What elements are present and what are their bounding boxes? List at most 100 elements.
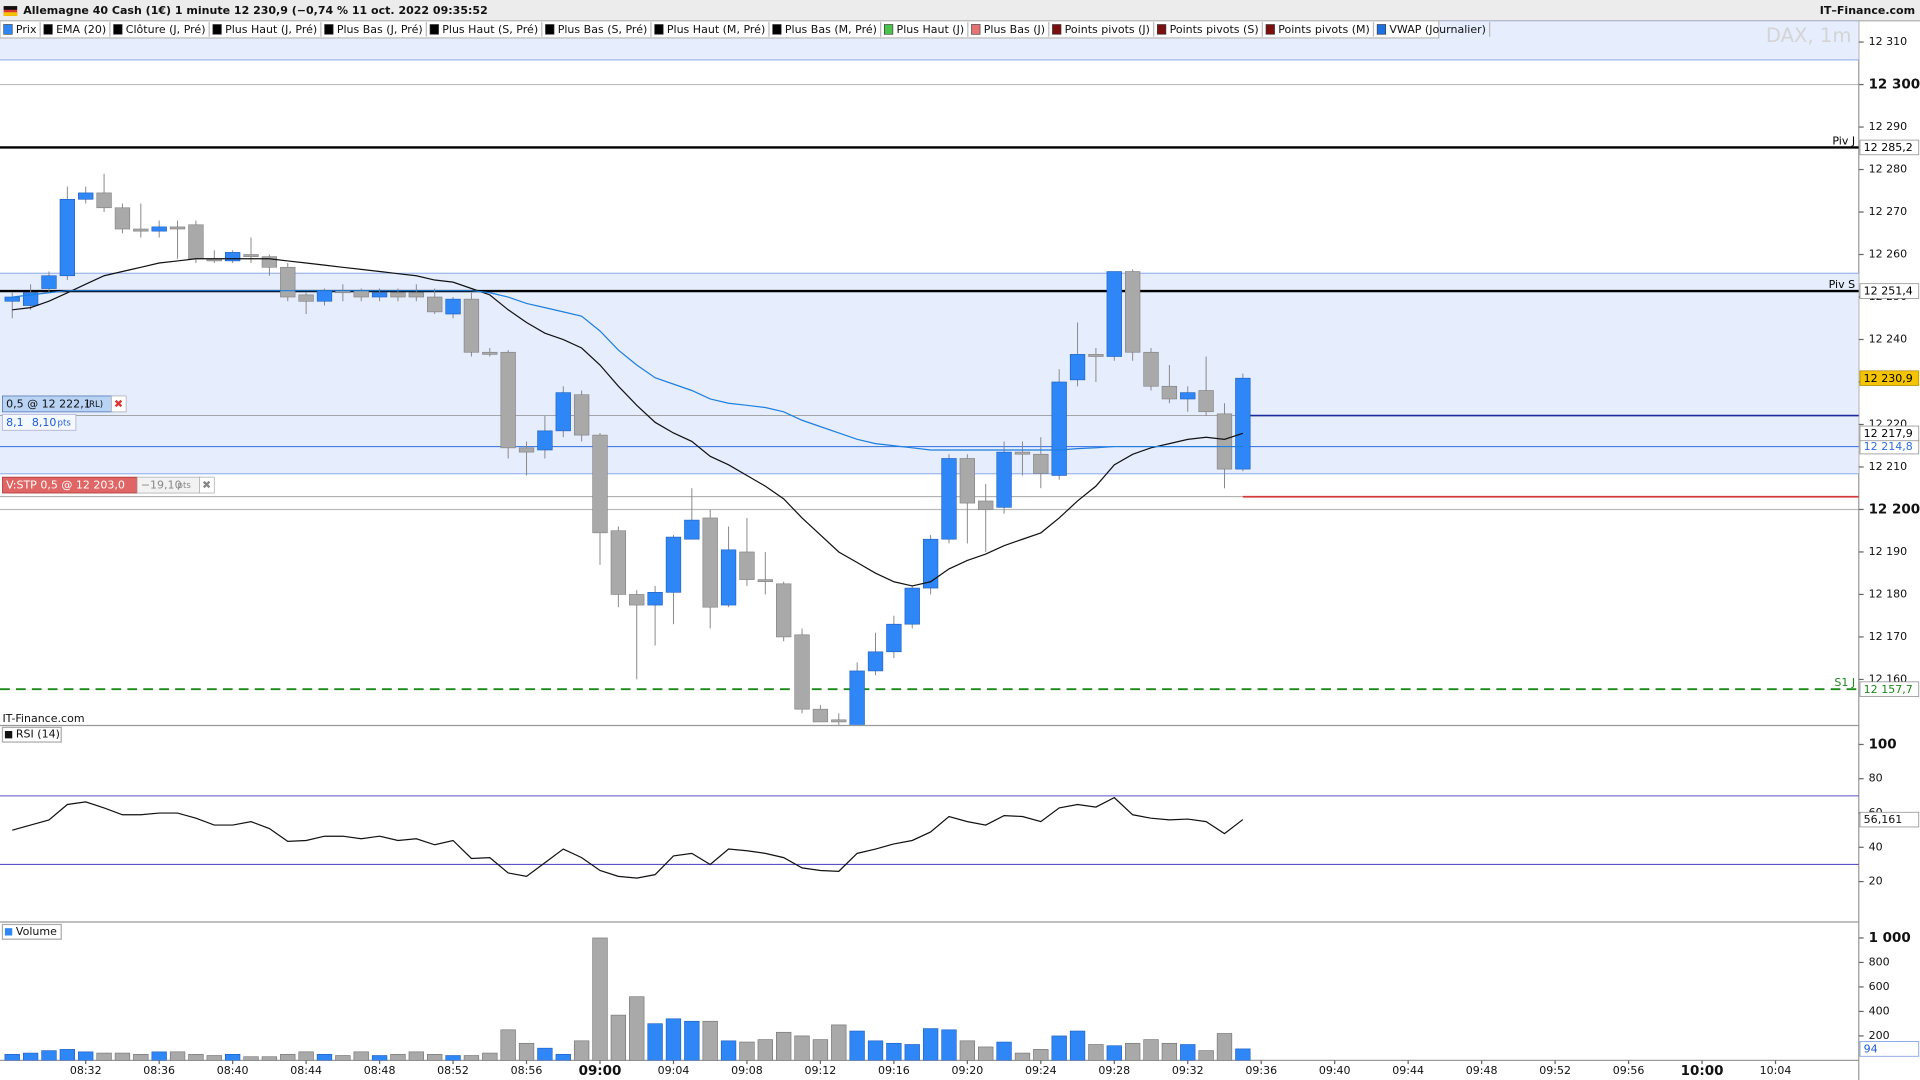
volume-bar (1235, 1048, 1251, 1061)
volume-bar (500, 1029, 516, 1061)
x-tick-label: 09:12 (805, 1064, 837, 1077)
rsi-line (12, 796, 1244, 879)
y-tick-label: 12 280 (1869, 163, 1908, 176)
candle-body (922, 538, 939, 589)
volume-bar (867, 1040, 884, 1061)
order-cancel[interactable] (199, 476, 215, 494)
volume-bar (647, 1023, 663, 1061)
y-tick-label: 20 (1869, 875, 1883, 888)
volume-bar (573, 1040, 590, 1061)
candle-body (886, 623, 902, 653)
level-name: Piv J (1832, 134, 1855, 147)
volume-bar (114, 1052, 131, 1061)
axis-badge-label: 12 230,9 (1864, 372, 1913, 385)
candle-body (114, 207, 131, 230)
volume-bar (776, 1031, 792, 1061)
overlay: 12 310 12 300 12 290 12 280 12 270 12 260 12 2… (2, 35, 1920, 1079)
y-tick-label: 40 (1869, 840, 1883, 853)
volume-bar (720, 1040, 737, 1061)
x-tick-label: 09:40 (1319, 1064, 1351, 1077)
x-tick-label: 09:28 (1098, 1064, 1130, 1077)
legend-swatch (654, 24, 664, 35)
candle-body (1161, 385, 1178, 400)
volume-bar (592, 937, 608, 1061)
volume-bar (702, 1020, 718, 1061)
candle-body (647, 592, 663, 606)
candle-body (592, 434, 608, 534)
legend-label: Points pivots (J) (1065, 23, 1150, 36)
volume-bar (482, 1052, 498, 1061)
volume-bar (151, 1051, 167, 1061)
legend-label: VWAP (Journalier) (1389, 23, 1486, 36)
volume-bar (1180, 1044, 1196, 1061)
candle-body (1198, 390, 1214, 413)
legend-label: Plus Bas (J, Pré) (337, 23, 423, 36)
axis-badge-label: 12 251,4 (1864, 285, 1913, 298)
candle-body (133, 228, 149, 232)
y-tick-label: 12 190 (1869, 545, 1908, 558)
volume-bar (1125, 1042, 1141, 1061)
candle-body (188, 224, 204, 260)
order-cancel[interactable] (111, 395, 127, 413)
order-cancel-icon: ✖ (202, 479, 211, 492)
rsi-pane (0, 795, 1859, 879)
x-tick-label: 09:24 (1025, 1064, 1057, 1077)
candle-body (959, 458, 975, 504)
candle-body (427, 296, 443, 313)
candle-body (629, 594, 645, 606)
legend-swatch (971, 24, 981, 35)
axis-badge (1859, 811, 1920, 828)
candle-body (776, 583, 792, 638)
legend-label: EMA (20) (56, 23, 106, 36)
legend-label: Clôture (J, Pré) (126, 23, 206, 36)
legend-label: Plus Bas (S, Pré) (558, 23, 648, 36)
header-bar (0, 0, 1920, 21)
volume-bar (537, 1047, 553, 1061)
volume-bar (610, 1014, 627, 1061)
candle-body (408, 292, 424, 298)
volume-bar (225, 1053, 241, 1061)
legend-swatch (429, 24, 439, 35)
x-tick-label: 09:56 (1613, 1064, 1645, 1077)
volume-bar (133, 1053, 149, 1061)
volume-bar (41, 1050, 57, 1061)
candle-body (518, 447, 535, 453)
candle-body (482, 351, 498, 355)
x-tick-label: 09:08 (731, 1064, 763, 1077)
legend-label: Plus Bas (J) (984, 23, 1045, 36)
y-tick-label: 600 (1869, 980, 1890, 993)
volume-bar (812, 1039, 829, 1061)
axis-badge-label: 94 (1864, 1043, 1878, 1056)
axis-badge-label: 12 285,2 (1864, 141, 1913, 154)
volume-bar (188, 1053, 204, 1061)
volume-bar (1069, 1030, 1086, 1061)
volume-bar (408, 1051, 424, 1061)
candle-body (573, 394, 590, 436)
candle-body (537, 430, 553, 451)
volume-bar (335, 1055, 351, 1061)
y-tick-label: 12 240 (1869, 333, 1908, 346)
legend-label: Plus Haut (J) (897, 23, 965, 36)
y-tick-label: 12 300 (1869, 78, 1920, 93)
y-tick-label: 12 210 (1869, 460, 1908, 473)
y-tick-label: 12 270 (1869, 205, 1908, 218)
legend-label: Plus Haut (S, Pré) (442, 23, 538, 36)
volume-bar (665, 1018, 682, 1061)
order-sub: 8,10 (32, 416, 57, 429)
legend-label: Points pivots (S) (1170, 23, 1259, 36)
pane-icon (4, 731, 13, 739)
x-tick-label: 08:52 (437, 1064, 469, 1077)
x-tick-label: 10:00 (1681, 1064, 1724, 1079)
y-tick-label: 12 200 (1869, 502, 1920, 517)
watermark: DAX, 1m (1766, 24, 1852, 47)
rsi-title: RSI (14) (16, 728, 60, 741)
candle-body (1014, 451, 1031, 455)
level-name: Piv S (1829, 278, 1855, 291)
x-tick-label: 08:32 (70, 1064, 102, 1077)
candle-body (757, 579, 773, 583)
x-tick-label: 08:44 (290, 1064, 322, 1077)
volume-bar (78, 1051, 94, 1061)
x-tick-label: 08:56 (511, 1064, 543, 1077)
y-tick-label: 12 170 (1869, 630, 1908, 643)
